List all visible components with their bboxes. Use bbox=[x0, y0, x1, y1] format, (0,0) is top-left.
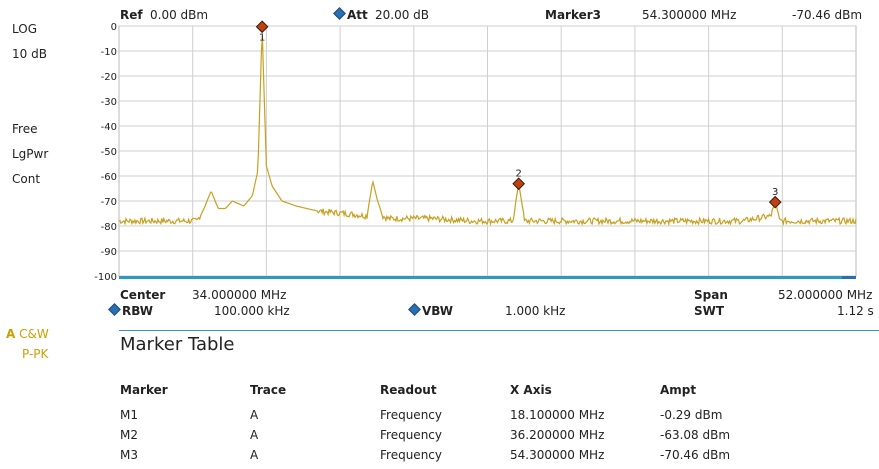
ref-label: Ref bbox=[120, 8, 143, 22]
y-tick-label: 0 bbox=[111, 22, 117, 33]
marker-readout-label: Marker3 bbox=[545, 8, 602, 22]
y-tick-label: -90 bbox=[101, 247, 117, 258]
cell-trace: A bbox=[250, 408, 259, 422]
cell-ampt: -70.46 dBm bbox=[660, 448, 731, 462]
y-tick-labels: 0 -10 -20 -30 -40 -50 -60 -70 -80 -90 -100 bbox=[94, 22, 117, 283]
swt-label: SWT bbox=[694, 304, 725, 318]
vbw-label: VBW bbox=[422, 304, 454, 318]
baseline-bar bbox=[119, 276, 856, 279]
cell-marker: M1 bbox=[120, 408, 138, 422]
cell-ampt: -0.29 dBm bbox=[660, 408, 723, 422]
y-tick-label: -10 bbox=[101, 47, 117, 58]
run-mode: Cont bbox=[12, 172, 41, 186]
rbw-label: RBW bbox=[122, 304, 153, 318]
col-header-x-axis: X Axis bbox=[510, 383, 552, 397]
marker-group: 1 2 3 bbox=[255, 20, 782, 209]
cell-ampt: -63.08 dBm bbox=[660, 428, 731, 442]
cell-x-axis: 54.300000 MHz bbox=[510, 448, 605, 462]
y-tick-label: -60 bbox=[101, 172, 117, 183]
spectrum-plot[interactable]: 0 -10 -20 -30 -40 -50 -60 -70 -80 -90 -100 1 2 3 bbox=[0, 0, 879, 290]
swt-value[interactable]: 1.12 s bbox=[837, 304, 874, 318]
center-label: Center bbox=[120, 288, 166, 302]
marker-diamond-2 bbox=[512, 177, 526, 191]
cell-trace: A bbox=[250, 428, 259, 442]
coupled-indicator-icon bbox=[108, 303, 121, 316]
coupled-indicator-icon bbox=[408, 303, 421, 316]
y-tick-label: -100 bbox=[94, 272, 117, 283]
y-tick-label: -50 bbox=[101, 147, 117, 158]
span-value[interactable]: 52.000000 MHz bbox=[778, 288, 873, 302]
y-tick-label: -20 bbox=[101, 72, 117, 83]
cell-readout: Frequency bbox=[380, 428, 442, 442]
att-value[interactable]: 20.00 dB bbox=[375, 8, 430, 22]
cell-readout: Frequency bbox=[380, 448, 442, 462]
plot-grid bbox=[118, 25, 857, 277]
marker-diamond-3 bbox=[768, 195, 782, 209]
section-divider bbox=[119, 330, 879, 331]
col-header-marker: Marker bbox=[120, 383, 168, 397]
y-tick-label: -40 bbox=[101, 122, 117, 133]
baseline-marker bbox=[842, 276, 856, 279]
col-header-trace: Trace bbox=[250, 383, 287, 397]
trace-indicator: A C&W bbox=[6, 327, 49, 341]
cell-trace: A bbox=[250, 448, 259, 462]
att-label: Att bbox=[347, 8, 368, 22]
marker-readout-ampt: -70.46 dBm bbox=[792, 8, 863, 22]
marker-label-3: 3 bbox=[772, 187, 778, 198]
y-tick-label: -80 bbox=[101, 222, 117, 233]
cell-x-axis: 18.100000 MHz bbox=[510, 408, 605, 422]
trace-letter: A bbox=[6, 327, 16, 341]
marker-diamond-1 bbox=[255, 20, 269, 34]
cell-marker: M3 bbox=[120, 448, 138, 462]
scale-type: LOG bbox=[12, 22, 38, 36]
y-tick-label: -70 bbox=[101, 197, 117, 208]
cell-marker: M2 bbox=[120, 428, 138, 442]
y-tick-label: -30 bbox=[101, 97, 117, 108]
vbw-value[interactable]: 1.000 kHz bbox=[505, 304, 566, 318]
rbw-control[interactable]: RBW bbox=[108, 303, 153, 318]
span-label: Span bbox=[694, 288, 728, 302]
scale-div: 10 dB bbox=[12, 47, 47, 61]
rbw-value[interactable]: 100.000 kHz bbox=[214, 304, 290, 318]
marker-readout-freq: 54.300000 MHz bbox=[642, 8, 737, 22]
marker-label-2: 2 bbox=[515, 169, 521, 180]
center-value[interactable]: 34.000000 MHz bbox=[192, 288, 287, 302]
trace-detector: P-PK bbox=[22, 347, 49, 361]
ref-value[interactable]: 0.00 dBm bbox=[150, 8, 209, 22]
att-control[interactable]: Att bbox=[333, 7, 368, 22]
marker-label-1: 1 bbox=[259, 33, 265, 44]
sweep-mode: Free bbox=[12, 122, 38, 136]
col-header-ampt: Ampt bbox=[660, 383, 697, 397]
marker-table-title: Marker Table bbox=[120, 334, 235, 355]
cell-x-axis: 36.200000 MHz bbox=[510, 428, 605, 442]
trace-a-line bbox=[118, 35, 857, 227]
detector-mode: LgPwr bbox=[12, 147, 49, 161]
col-header-readout: Readout bbox=[380, 383, 437, 397]
cell-readout: Frequency bbox=[380, 408, 442, 422]
vbw-control[interactable]: VBW bbox=[408, 303, 454, 318]
trace-mode: C&W bbox=[19, 327, 49, 341]
